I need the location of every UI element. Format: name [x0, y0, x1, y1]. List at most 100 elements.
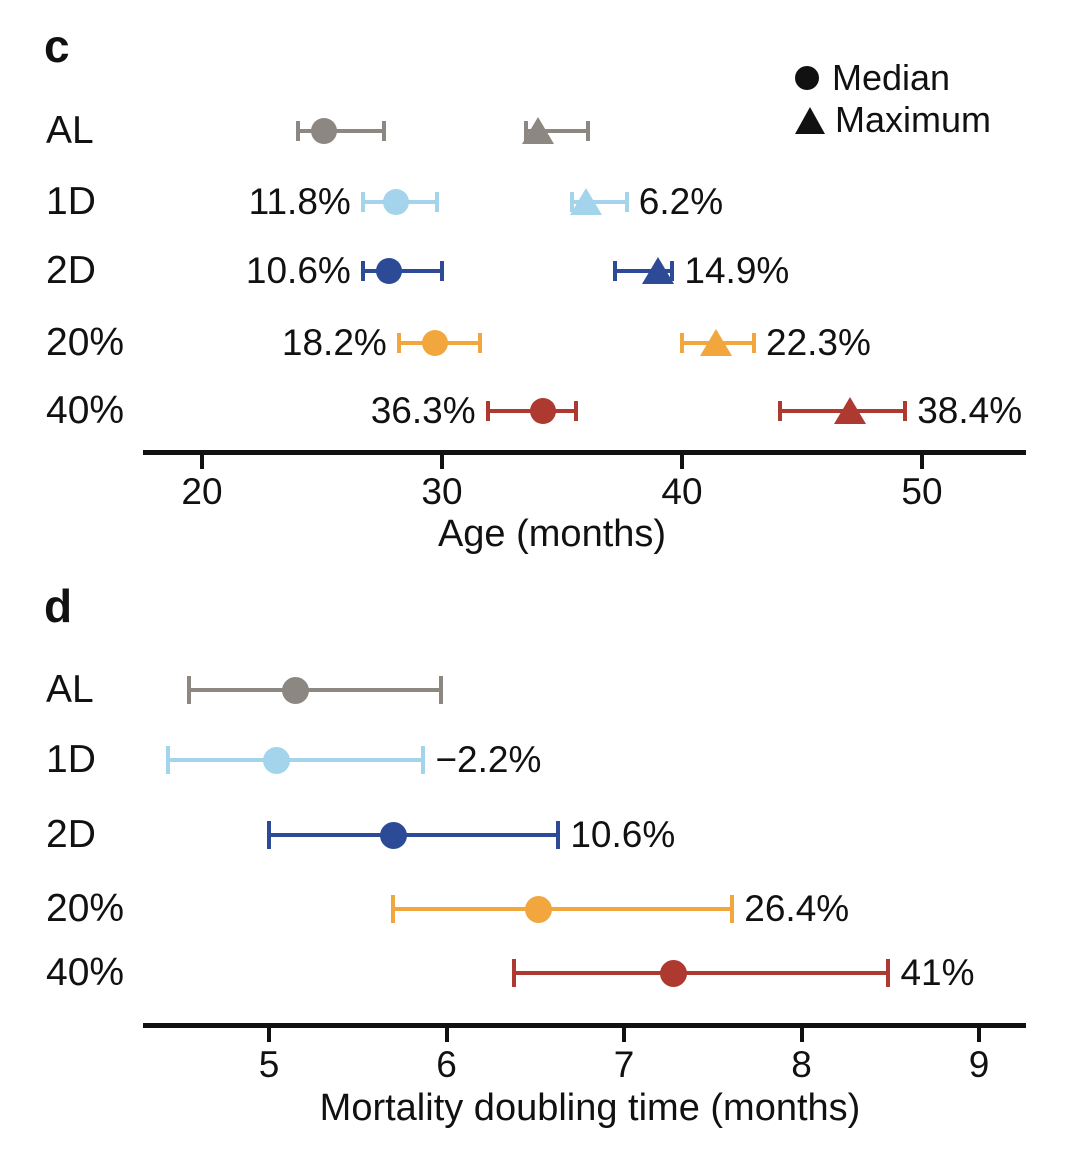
pct-change-label: 10.6% [245, 250, 351, 291]
x-axis-tick [622, 1028, 626, 1042]
error-bar-cap-left [680, 333, 684, 353]
error-bar [298, 129, 385, 133]
row-label-40: 40% [46, 389, 125, 432]
error-bar-cap-right [439, 676, 444, 704]
x-axis-tick [977, 1028, 981, 1042]
error-bar-cap-right [730, 895, 735, 923]
pct-change-label: 38.4% [917, 390, 1023, 431]
x-axis-title-mortality-doubling-time: Mortality doubling time (months) [319, 1087, 861, 1129]
error-bar-cap-left [165, 746, 170, 774]
pct-change-label: −2.2% [435, 739, 542, 780]
pct-change-label: 41% [900, 952, 975, 993]
maximum-triangle-icon [795, 106, 825, 134]
legend-item-median: Median [795, 57, 991, 99]
error-bar-cap-right [574, 401, 579, 421]
error-bar-cap-left [360, 192, 365, 212]
pct-change-label: 36.3% [370, 390, 476, 431]
pct-change-label: 26.4% [744, 888, 850, 929]
row-label-1D: 1D [46, 738, 96, 781]
maximum-marker-triangle [570, 187, 602, 215]
x-axis-tick [200, 455, 204, 469]
x-axis-tick [440, 455, 444, 469]
error-bar [393, 907, 733, 911]
panel-letter-c: c [44, 20, 70, 72]
row-label-40: 40% [46, 951, 125, 994]
x-axis-tick-label: 50 [901, 471, 943, 512]
x-axis-tick-label: 9 [968, 1044, 990, 1085]
median-marker-circle [660, 959, 688, 987]
error-bar-cap-left [187, 676, 192, 704]
median-marker-circle [379, 821, 407, 849]
legend: Median Maximum [795, 57, 991, 141]
error-bar [526, 129, 589, 133]
x-axis-tick-label: 40 [661, 471, 703, 512]
row-label-1D: 1D [46, 180, 96, 223]
x-axis-tick-label: 20 [181, 471, 223, 512]
median-marker-circle [383, 189, 410, 215]
error-bar-cap-right [435, 192, 440, 212]
error-bar-cap-right [624, 192, 629, 212]
x-axis-tick [799, 1028, 804, 1042]
error-bar-cap-right [478, 333, 483, 353]
median-marker-circle [282, 676, 310, 704]
legend-item-maximum: Maximum [795, 99, 991, 141]
median-marker-circle [262, 746, 290, 774]
x-axis-line [143, 1023, 1026, 1028]
error-bar [189, 688, 442, 692]
error-bar-cap-right [556, 821, 561, 849]
panel-letter-d: d [44, 580, 73, 632]
error-bar-cap-right [382, 121, 387, 141]
x-axis-tick [267, 1028, 271, 1042]
error-bar-cap-right [752, 333, 756, 353]
pct-change-label: 22.3% [766, 322, 871, 363]
maximum-marker-triangle [699, 328, 732, 356]
median-marker-circle [525, 895, 553, 923]
pct-change-label: 18.2% [281, 322, 387, 363]
x-axis-title-age: Age (months) [437, 513, 667, 555]
error-bar [513, 971, 889, 975]
pct-change-label: 6.2% [638, 181, 724, 222]
error-bar-cap-right [586, 121, 591, 141]
row-label-AL: AL [46, 668, 94, 711]
pct-change-label: 14.9% [684, 250, 790, 291]
x-axis-tick-label: 6 [436, 1044, 457, 1085]
pct-change-label: 10.6% [570, 814, 676, 855]
error-bar-cap-left [267, 821, 271, 849]
median-marker-circle [421, 330, 448, 356]
x-axis-tick-label: 8 [791, 1044, 812, 1085]
error-bar-cap-right [886, 959, 891, 987]
row-label-20: 20% [46, 321, 125, 364]
median-circle-icon [795, 66, 819, 90]
error-bar [269, 833, 559, 837]
maximum-marker-triangle [642, 256, 674, 284]
median-marker-circle [529, 398, 556, 424]
x-axis-tick [444, 1028, 449, 1042]
error-bar-cap-left [612, 261, 617, 281]
row-label-20: 20% [46, 887, 125, 930]
error-bar-cap-left [778, 401, 783, 421]
error-bar-cap-left [511, 959, 516, 987]
legend-label-maximum: Maximum [835, 99, 992, 140]
error-bar-cap-right [440, 261, 444, 281]
row-label-2D: 2D [46, 249, 96, 292]
pct-change-label: 11.8% [248, 181, 351, 222]
error-bar-cap-left [396, 333, 401, 353]
x-axis-tick-label: 30 [421, 471, 463, 512]
median-marker-circle [376, 258, 403, 284]
error-bar-cap-left [296, 121, 300, 141]
error-bar-cap-left [360, 261, 365, 281]
error-bar [362, 269, 442, 273]
error-bar-cap-left [391, 895, 396, 923]
x-axis-line [143, 450, 1026, 455]
error-bar [167, 758, 424, 762]
x-axis-tick-label: 7 [613, 1044, 635, 1085]
row-label-2D: 2D [46, 813, 96, 856]
maximum-marker-triangle [834, 396, 866, 424]
error-bar-cap-right [421, 746, 426, 774]
maximum-marker-triangle [522, 116, 554, 144]
legend-label-median: Median [832, 57, 951, 98]
error-bar-cap-right [903, 401, 908, 421]
